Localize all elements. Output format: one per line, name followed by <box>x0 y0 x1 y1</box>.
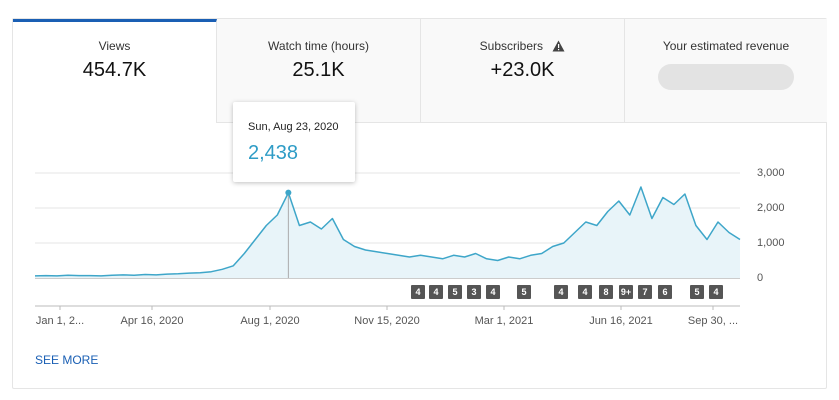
video-marker[interactable]: 4 <box>486 285 500 299</box>
tooltip-value: 2,438 <box>248 142 299 164</box>
x-tick-label: Mar 1, 2021 <box>475 315 534 327</box>
video-marker[interactable]: 8 <box>599 285 613 299</box>
video-marker[interactable]: 7 <box>638 285 652 299</box>
marker-label: 9+ <box>621 287 631 297</box>
tab-label: Subscribers <box>479 39 543 53</box>
marker-label: 7 <box>642 287 647 297</box>
marker-box <box>599 285 613 299</box>
marker-label: 4 <box>433 287 438 297</box>
tab-label: Views <box>98 39 131 53</box>
see-more-link[interactable]: SEE MORE <box>35 353 99 367</box>
tab-label-row: Subscribers <box>421 39 624 53</box>
x-tick-label: Jan 1, 2... <box>36 315 84 327</box>
revenue-tab[interactable]: Your estimated revenue <box>625 19 827 123</box>
tooltip: Sun, Aug 23, 2020 2,438 <box>233 102 355 182</box>
video-marker[interactable]: 4 <box>578 285 592 299</box>
y-tick-label: 2,000 <box>757 202 785 214</box>
video-marker[interactable]: 3 <box>467 285 481 299</box>
marker-box <box>690 285 704 299</box>
video-marker[interactable]: 4 <box>554 285 568 299</box>
marker-label: 6 <box>662 287 667 297</box>
marker-label: 4 <box>582 287 587 297</box>
y-tick-label: 0 <box>757 272 763 284</box>
marker-label: 5 <box>694 287 699 297</box>
marker-label: 8 <box>603 287 608 297</box>
video-marker[interactable]: 4 <box>411 285 425 299</box>
views-tab[interactable]: Views 454.7K <box>13 19 217 123</box>
analytics-card: Views 454.7K Watch time (hours) 25.1K Su… <box>12 18 827 389</box>
marker-box <box>578 285 592 299</box>
video-marker[interactable]: 9+ <box>619 285 633 299</box>
tab-label: Watch time (hours) <box>268 39 369 53</box>
marker-box <box>619 285 633 299</box>
value-placeholder <box>658 64 794 90</box>
y-tick-label: 1,000 <box>757 237 785 249</box>
marker-label: 5 <box>452 287 457 297</box>
video-marker[interactable]: 5 <box>517 285 531 299</box>
tab-value: 454.7K <box>82 59 147 81</box>
marker-box <box>638 285 652 299</box>
marker-box <box>658 285 672 299</box>
marker-box <box>517 285 531 299</box>
area <box>35 187 740 278</box>
marker-box <box>448 285 462 299</box>
x-tick-label: Nov 15, 2020 <box>354 315 419 327</box>
marker-label: 4 <box>713 287 718 297</box>
tooltip-date: Sun, Aug 23, 2020 <box>248 121 339 133</box>
x-tick-label: Aug 1, 2020 <box>240 315 299 327</box>
tab-value: 25.1K <box>292 59 345 81</box>
marker-label: 4 <box>415 287 420 297</box>
marker-box <box>411 285 425 299</box>
marker-box <box>709 285 723 299</box>
hover-point <box>285 189 292 196</box>
warning-icon <box>552 40 565 52</box>
marker-label: 4 <box>490 287 495 297</box>
tab-label: Your estimated revenue <box>662 39 790 53</box>
x-tick-label: Apr 16, 2020 <box>121 315 184 327</box>
marker-box <box>429 285 443 299</box>
video-marker[interactable]: 4 <box>429 285 443 299</box>
line <box>34 186 741 277</box>
video-marker[interactable]: 4 <box>709 285 723 299</box>
x-tick-label: Sep 30, ... <box>688 315 738 327</box>
video-marker[interactable]: 6 <box>658 285 672 299</box>
tab-value: +23.0K <box>490 59 555 81</box>
marker-label: 4 <box>558 287 563 297</box>
y-tick-label: 3,000 <box>757 167 785 179</box>
marker-label: 5 <box>521 287 526 297</box>
x-tick-label: Jun 16, 2021 <box>589 315 653 327</box>
marker-box <box>486 285 500 299</box>
marker-box <box>467 285 481 299</box>
video-marker[interactable]: 5 <box>690 285 704 299</box>
subscribers-tab[interactable]: Subscribers +23.0K <box>421 19 625 123</box>
marker-box <box>554 285 568 299</box>
video-marker[interactable]: 5 <box>448 285 462 299</box>
marker-label: 3 <box>471 287 476 297</box>
